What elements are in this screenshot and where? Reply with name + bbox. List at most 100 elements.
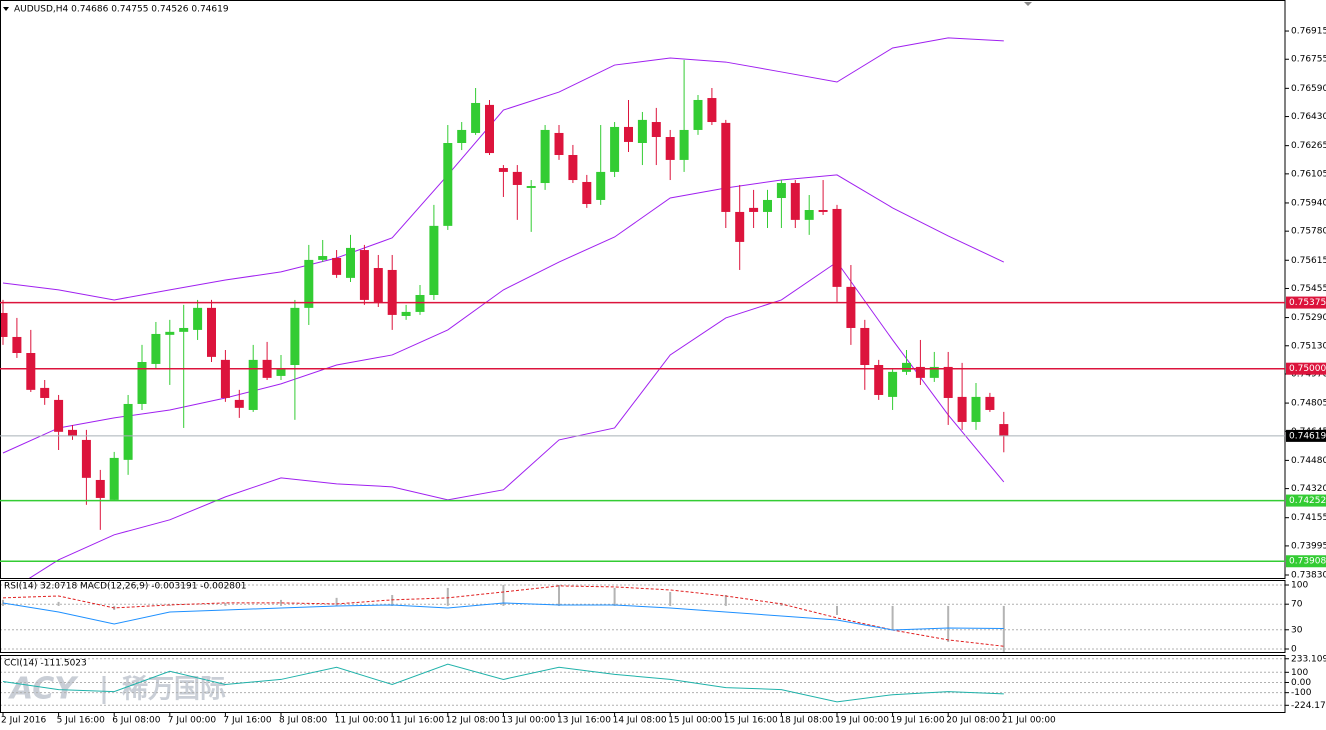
candle-body xyxy=(387,269,397,315)
histogram-bar xyxy=(280,599,282,606)
candle-body xyxy=(415,294,425,312)
candle-body xyxy=(568,154,578,181)
histogram-bar xyxy=(724,594,727,606)
histogram-bar xyxy=(613,587,616,606)
candle-body xyxy=(818,210,828,212)
histogram-bar xyxy=(2,599,4,606)
candle-body xyxy=(943,366,953,398)
watermark-name: 稀万国际 xyxy=(122,675,226,705)
candle-body xyxy=(554,132,564,155)
y-tick-label: -224.1749 xyxy=(1291,701,1326,711)
candle-body xyxy=(776,183,786,199)
y-tick-label: 30 xyxy=(1291,625,1303,635)
indicator-line xyxy=(2,663,1004,703)
candle-body xyxy=(874,364,884,395)
price-label: 0.74252 xyxy=(1289,496,1326,506)
candle-body xyxy=(512,171,522,185)
candle-body xyxy=(749,207,759,212)
x-tick-label: 20 Jul 08:00 xyxy=(946,716,1000,726)
candle-body xyxy=(832,208,842,287)
x-tick-label: 2 Jul 2016 xyxy=(1,716,46,726)
candle-body xyxy=(207,307,216,357)
candle-body xyxy=(40,387,50,398)
y-tick-label: 0.00 xyxy=(1291,678,1311,688)
y-tick-label: 100 xyxy=(1291,580,1308,590)
histogram-bar xyxy=(57,601,60,606)
candle-body xyxy=(721,122,731,212)
candle-body xyxy=(443,143,453,226)
candle-body xyxy=(290,307,300,365)
candle-body xyxy=(276,367,286,376)
candle-body xyxy=(346,247,355,278)
candle-body xyxy=(637,119,647,144)
panel-frame xyxy=(0,580,1286,653)
candle-body xyxy=(763,199,772,212)
x-tick-label: 12 Jul 08:00 xyxy=(446,716,500,726)
candle-body xyxy=(846,286,856,328)
price-label: 0.75000 xyxy=(1289,364,1326,374)
y-tick-label: 0.76430 xyxy=(1291,112,1326,122)
y-tick-label: 0.73995 xyxy=(1291,541,1326,551)
candle-body xyxy=(457,129,467,144)
candle-body xyxy=(137,361,147,404)
candle-body xyxy=(151,333,161,364)
candle-body xyxy=(471,102,481,133)
candle-body xyxy=(220,359,230,398)
candle-body xyxy=(582,181,592,205)
x-tick-label: 15 Jul 16:00 xyxy=(724,716,778,726)
histogram-bar xyxy=(502,584,505,606)
x-tick-label: 11 Jul 16:00 xyxy=(390,716,444,726)
y-tick-label: 0.74320 xyxy=(1291,484,1326,494)
y-tick-label: 0.75780 xyxy=(1291,227,1326,237)
y-tick-label: 233.1098 xyxy=(1291,654,1326,664)
y-tick-label: 0.74480 xyxy=(1291,456,1326,466)
plot-area xyxy=(0,658,1285,706)
candle-body xyxy=(359,250,369,300)
histogram-bar xyxy=(446,587,449,606)
x-tick-label: 15 Jul 00:00 xyxy=(668,716,722,726)
x-tick-label: 19 Jul 00:00 xyxy=(835,716,889,726)
candle-body xyxy=(540,129,550,184)
candle-body xyxy=(429,225,439,295)
x-tick-label: 6 Jul 08:00 xyxy=(112,716,161,726)
price-label: 0.73908 xyxy=(1289,557,1326,567)
histogram-bar xyxy=(891,605,894,630)
candle-body xyxy=(193,307,203,330)
bollinger-band xyxy=(2,37,1004,301)
candle-body xyxy=(902,362,911,372)
candle-body xyxy=(888,371,898,397)
candle-body xyxy=(54,399,64,432)
candle-body xyxy=(915,366,925,378)
histogram-bar xyxy=(335,597,338,606)
y-tick-label: 0.76265 xyxy=(1291,141,1326,151)
menu-arrow[interactable] xyxy=(3,7,9,11)
candle-body xyxy=(248,359,258,410)
y-tick-label: 0.74155 xyxy=(1291,513,1326,523)
x-tick-label: 14 Jul 08:00 xyxy=(613,716,667,726)
candle-body xyxy=(693,99,703,130)
candle-body xyxy=(485,104,494,154)
histogram-bar xyxy=(224,602,227,606)
y-tick-label: 0.75940 xyxy=(1291,198,1326,208)
y-tick-label: 0 xyxy=(1291,644,1297,654)
price-label: 0.75375 xyxy=(1289,298,1326,308)
x-tick-label: 21 Jul 00:00 xyxy=(1002,716,1056,726)
y-tick-label: 0.73830 xyxy=(1291,571,1326,581)
candle-body xyxy=(234,399,244,408)
histogram-bar xyxy=(391,594,394,606)
x-tick-label: 5 Jul 16:00 xyxy=(57,716,106,726)
histogram-bar xyxy=(669,591,672,606)
y-tick-label: 0.76590 xyxy=(1291,84,1326,94)
x-tick-label: 19 Jul 16:00 xyxy=(891,716,945,726)
y-tick-label: 0.76915 xyxy=(1291,27,1326,37)
y-tick-label: 0.75130 xyxy=(1291,341,1326,351)
candle-body xyxy=(735,211,745,242)
histogram-bar xyxy=(1002,605,1005,652)
chart-title: AUDUSD,H4 0.74686 0.74755 0.74526 0.7461… xyxy=(14,5,229,15)
candle-body xyxy=(971,396,981,422)
y-tick-label: 0.75455 xyxy=(1291,284,1326,294)
candle-body xyxy=(304,259,314,308)
x-tick-label: 7 Jul 16:00 xyxy=(223,716,272,726)
candle-body xyxy=(0,312,8,337)
